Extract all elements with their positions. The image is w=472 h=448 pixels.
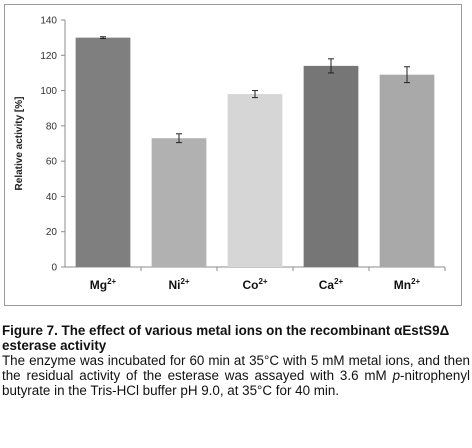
- y-tick-label: 40: [46, 192, 58, 203]
- bar: [75, 37, 131, 268]
- bar: [227, 94, 283, 267]
- y-tick-label: 100: [40, 86, 57, 97]
- chart-frame: 0 20 40 60 80 100 120 140 Relative activity [%] M…: [4, 4, 462, 306]
- y-tick-label: 60: [46, 157, 58, 168]
- caption-text: The enzyme was incubated for 60 min at 3…: [2, 353, 470, 398]
- bar: [379, 74, 435, 267]
- bar: [151, 138, 207, 267]
- x-tick-label: Mg2+: [90, 277, 117, 292]
- x-tick-label: Mn2+: [394, 277, 421, 292]
- x-tick-label: Co2+: [242, 277, 267, 292]
- figure-caption: Figure 7. The effect of various metal io…: [2, 323, 470, 398]
- caption-text-part-2: -nitrophenyl butyrate in the Tris-HCl bu…: [2, 368, 470, 398]
- y-tick-label: 120: [40, 51, 57, 62]
- y-tick-label: 80: [46, 121, 58, 132]
- y-tick-label: 140: [40, 16, 57, 27]
- x-tick-label: Ni2+: [168, 277, 189, 292]
- bar: [303, 65, 359, 267]
- x-tick-label: Ca2+: [319, 277, 344, 292]
- caption-title: Figure 7. The effect of various metal io…: [2, 323, 450, 353]
- y-tick-label: 20: [46, 227, 58, 238]
- caption-text-italic: p: [392, 368, 401, 383]
- caption-text-part-1: The enzyme was incubated for 60 min at 3…: [2, 353, 470, 383]
- bar-chart: 0 20 40 60 80 100 120 140 Relative activity [%] M…: [14, 16, 446, 292]
- y-axis-title: Relative activity [%]: [14, 97, 25, 191]
- y-tick-label: 0: [51, 263, 57, 274]
